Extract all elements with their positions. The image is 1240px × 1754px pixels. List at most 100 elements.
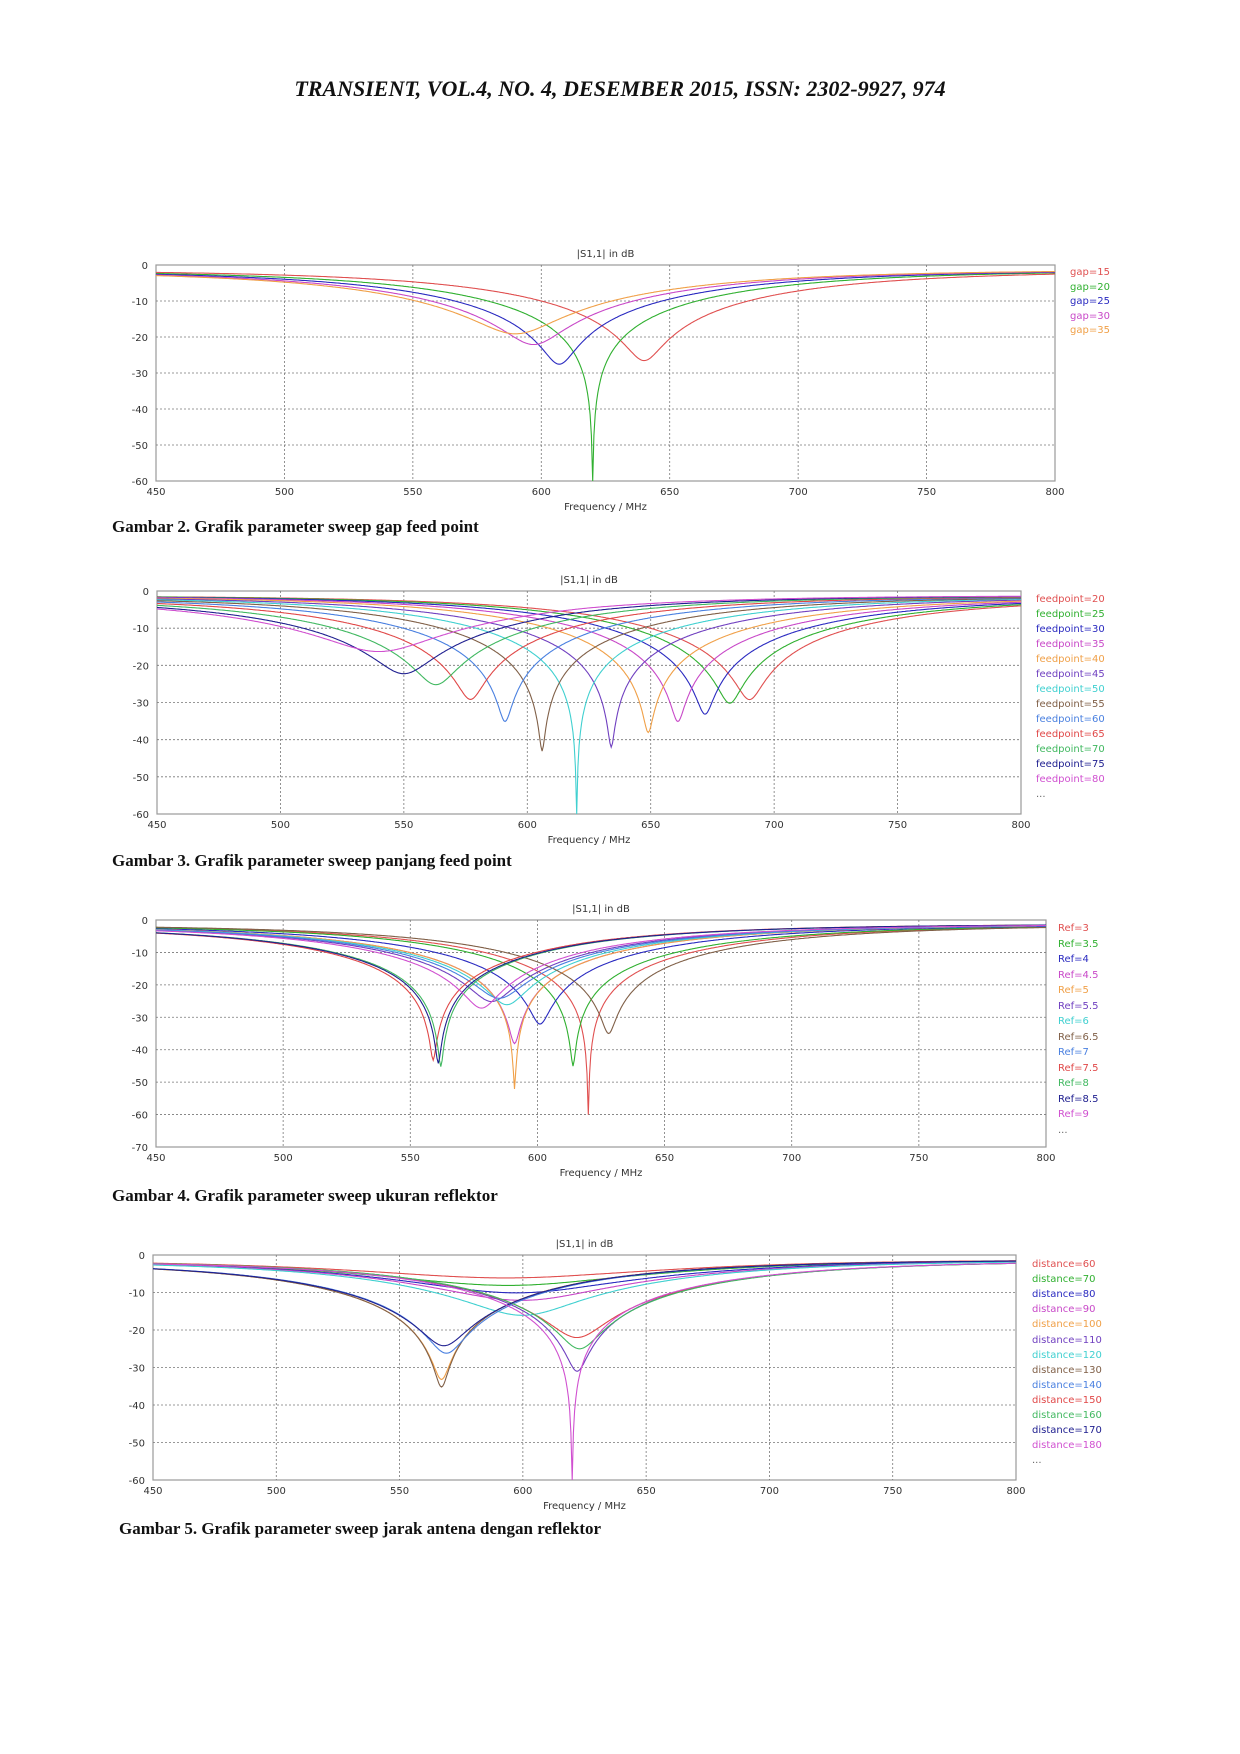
series-line-distance=70 — [153, 1260, 1016, 1286]
series-line-Ref=4 — [155, 925, 1046, 1025]
journal-header: TRANSIENT, VOL.4, NO. 4, DESEMBER 2015, … — [294, 76, 946, 101]
x-tick-label: 550 — [403, 487, 422, 498]
series-line-feedpoint=25 — [157, 596, 1021, 704]
legend-entry: distance=100 — [1032, 1319, 1102, 1331]
y-tick-label: -50 — [133, 773, 149, 784]
x-tick-label: 450 — [146, 1153, 165, 1164]
x-tick-label: 750 — [888, 820, 907, 831]
y-tick-label: 0 — [142, 261, 148, 272]
legend-entry: Ref=3 — [1058, 923, 1089, 934]
x-tick-label: 750 — [883, 1486, 902, 1497]
legend-entry: feedpoint=20 — [1036, 594, 1105, 605]
legend-entry: distance=110 — [1032, 1334, 1102, 1346]
series-line-distance=140 — [152, 1260, 1016, 1354]
x-tick-label: 700 — [760, 1486, 779, 1497]
legend-entry: distance=150 — [1032, 1394, 1102, 1406]
series-line-feedpoint=20 — [157, 596, 1021, 701]
series-line-feedpoint=60 — [156, 597, 1021, 723]
legend-entry: feedpoint=45 — [1036, 669, 1105, 680]
legend-entry: feedpoint=35 — [1036, 639, 1105, 650]
x-tick-label: 500 — [275, 487, 294, 498]
legend-more: ... — [1032, 1455, 1042, 1467]
legend-entry: feedpoint=55 — [1036, 699, 1105, 710]
legend-entry: feedpoint=60 — [1036, 714, 1105, 725]
legend-entry: feedpoint=50 — [1036, 684, 1105, 695]
x-tick-label: 500 — [274, 1153, 293, 1164]
legend-entry: feedpoint=65 — [1036, 729, 1105, 740]
series-line-distance=130 — [153, 1260, 1016, 1388]
y-tick-label: -20 — [132, 981, 148, 992]
x-tick-label: 600 — [528, 1153, 547, 1164]
series-line-distance=160 — [153, 1262, 1016, 1350]
y-tick-label: -10 — [133, 624, 149, 635]
series-line-Ref=7.5 — [155, 924, 1046, 1063]
plot-area — [155, 919, 1047, 1148]
series-line-Ref=5 — [155, 925, 1046, 1090]
series-line-Ref=4.5 — [155, 925, 1046, 1045]
legend-entry: Ref=5.5 — [1058, 1000, 1099, 1012]
x-tick-label: 700 — [782, 1153, 801, 1164]
series-line-Ref=5.5 — [156, 925, 1046, 1003]
chart-title: |S1,1| in dB — [572, 904, 630, 915]
legend-entry: feedpoint=40 — [1036, 654, 1105, 665]
series-line-gap=25 — [155, 271, 1055, 365]
chart-title: |S1,1| in dB — [560, 575, 618, 586]
x-tick-label: 550 — [390, 1486, 409, 1497]
series-line-gap=30 — [156, 271, 1055, 346]
x-tick-label: 650 — [641, 820, 660, 831]
legend-entry: distance=80 — [1032, 1289, 1096, 1301]
legend-entry: gap=35 — [1070, 325, 1110, 336]
legend-entry: Ref=8.5 — [1058, 1093, 1099, 1105]
x-tick-label: 800 — [1045, 487, 1064, 498]
series-line-distance=60 — [153, 1260, 1016, 1279]
y-tick-label: -30 — [129, 1364, 145, 1375]
figure-caption-3: Gambar 3. Grafik parameter sweep panjang… — [112, 851, 512, 870]
y-tick-label: -20 — [129, 1326, 145, 1337]
series-line-Ref=6 — [155, 925, 1047, 1006]
legend-entry: Ref=9 — [1058, 1109, 1089, 1120]
figure-caption-4: Gambar 4. Grafik parameter sweep ukuran … — [112, 1186, 498, 1205]
y-tick-label: -60 — [133, 810, 149, 821]
x-tick-label: 700 — [765, 820, 784, 831]
series-line-distance=90 — [153, 1261, 1016, 1301]
y-tick-label: -40 — [133, 736, 149, 747]
y-tick-label: -10 — [132, 948, 148, 959]
series-line-feedpoint=30 — [157, 596, 1022, 715]
legend-entry: gap=30 — [1070, 310, 1110, 322]
legend-more: ... — [1058, 1124, 1068, 1136]
y-tick-label: 0 — [139, 1251, 145, 1262]
series-line-feedpoint=40 — [156, 597, 1022, 734]
x-tick-label: 750 — [909, 1153, 928, 1164]
legend-entry: distance=180 — [1032, 1440, 1102, 1452]
series-line-feedpoint=35 — [157, 597, 1022, 723]
legend-entry: Ref=6.5 — [1058, 1031, 1099, 1043]
series-line-gap=35 — [155, 270, 1055, 335]
series-line-feedpoint=80 — [156, 595, 1021, 653]
series-line-gap=20 — [156, 272, 1055, 482]
x-axis-label: Frequency / MHz — [543, 1501, 626, 1512]
series-line-distance=180 — [152, 1262, 1017, 1481]
legend-entry: Ref=4.5 — [1058, 969, 1099, 981]
legend-entry: Ref=6 — [1058, 1016, 1089, 1027]
series-line-feedpoint=55 — [156, 597, 1021, 752]
y-tick-label: -30 — [132, 369, 148, 380]
x-tick-label: 650 — [637, 1486, 656, 1497]
x-tick-label: 800 — [1036, 1153, 1055, 1164]
x-axis-label: Frequency / MHz — [560, 1168, 643, 1179]
legend-entry: feedpoint=25 — [1036, 609, 1105, 620]
legend-entry: Ref=4 — [1058, 954, 1089, 965]
series-line-feedpoint=50 — [157, 598, 1021, 815]
figure-caption-5: Gambar 5. Grafik parameter sweep jarak a… — [119, 1519, 602, 1538]
y-tick-label: -60 — [132, 477, 148, 488]
legend-entry: distance=160 — [1032, 1410, 1102, 1421]
series-line-distance=100 — [152, 1260, 1016, 1381]
series-line-feedpoint=70 — [157, 596, 1021, 686]
series-line-feedpoint=45 — [157, 598, 1021, 750]
chart-title: |S1,1| in dB — [556, 1239, 614, 1250]
y-tick-label: -20 — [132, 333, 148, 344]
series-line-distance=80 — [152, 1261, 1016, 1294]
series-line-Ref=3 — [155, 926, 1046, 1115]
